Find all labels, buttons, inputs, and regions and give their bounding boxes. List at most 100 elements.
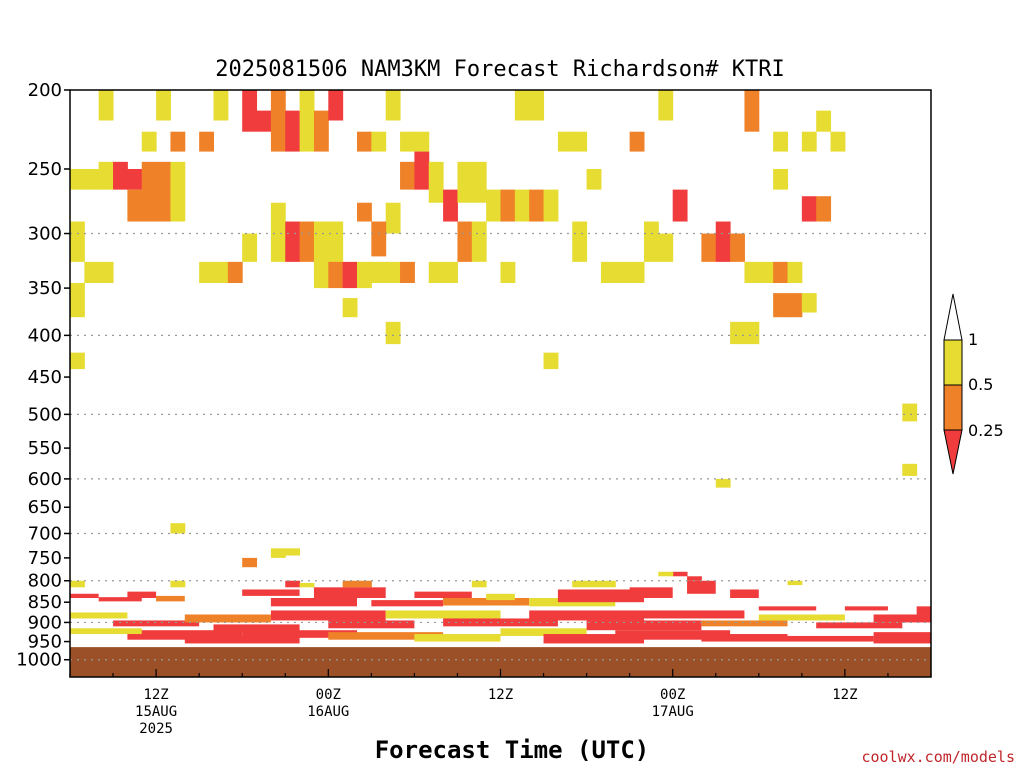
- ri-cell: [227, 261, 243, 284]
- ri-band: [701, 634, 788, 642]
- ri-band: [730, 589, 759, 599]
- ri-cell: [471, 221, 487, 262]
- ri-band: [529, 610, 644, 621]
- ri-cell: [715, 478, 731, 488]
- ri-band: [98, 597, 142, 602]
- x-tick-label: 12Z: [488, 687, 513, 703]
- y-tick-label: 1000: [16, 650, 62, 671]
- ri-band: [270, 598, 357, 607]
- ri-cell: [127, 189, 143, 222]
- ri-band: [500, 628, 587, 636]
- ri-cell: [285, 110, 301, 152]
- ri-band: [873, 632, 931, 644]
- ri-band: [127, 591, 157, 599]
- ri-cell: [156, 161, 171, 222]
- ri-cell: [500, 189, 516, 222]
- ri-cell: [98, 261, 114, 284]
- ri-cell: [127, 168, 143, 190]
- ri-band: [486, 593, 515, 601]
- ri-band: [70, 612, 128, 619]
- ri-cell: [773, 168, 788, 190]
- y-tick-label: 400: [28, 325, 62, 346]
- ri-cell: [170, 131, 186, 152]
- ri-cell: [270, 548, 286, 558]
- ri-cell: [170, 523, 186, 534]
- ri-band: [629, 587, 673, 599]
- ri-cell: [98, 90, 114, 121]
- y-tick-label: 450: [28, 367, 62, 388]
- ri-cell: [672, 571, 688, 577]
- ri-cell: [902, 463, 918, 476]
- ri-cell: [170, 580, 186, 588]
- ri-cell: [199, 131, 214, 152]
- colorbar: 1 0.5 0.25: [943, 293, 1004, 475]
- y-tick-label: 800: [28, 571, 62, 592]
- ri-cell: [572, 221, 588, 262]
- ri-cell: [500, 261, 516, 284]
- ri-cell: [242, 557, 258, 568]
- ri-cell: [342, 298, 358, 318]
- y-tick-label: 700: [28, 523, 62, 544]
- y-tick-label: 850: [28, 592, 62, 613]
- ri-band: [414, 591, 472, 599]
- ri-cell: [414, 131, 430, 152]
- ri-cell: [758, 261, 774, 284]
- ri-cell: [543, 189, 559, 222]
- ri-cell: [371, 131, 387, 152]
- ri-cell: [70, 221, 85, 262]
- ri-cell: [285, 548, 301, 556]
- plot-frame: [69, 89, 932, 678]
- ri-cell: [586, 168, 602, 190]
- ri-band: [184, 614, 271, 623]
- ri-cell: [672, 189, 688, 222]
- ri-cell: [586, 580, 602, 588]
- ri-cell: [141, 131, 157, 152]
- ri-cell: [543, 352, 559, 370]
- x-tick-label: 17AUG: [652, 704, 694, 720]
- ri-cell: [816, 110, 832, 132]
- y-tick-label: 650: [28, 497, 62, 518]
- colorbar-top-arrow: [943, 293, 963, 341]
- ri-band: [443, 618, 558, 627]
- ri-band: [313, 587, 386, 599]
- ri-band: [787, 635, 874, 642]
- ri-cell: [744, 261, 760, 284]
- ri-cell: [644, 221, 659, 262]
- ri-cell: [730, 233, 745, 262]
- ri-cell: [385, 202, 401, 234]
- ri-band: [184, 635, 300, 644]
- colorbar-swatch-yellow: [943, 339, 963, 386]
- ri-cell: [256, 110, 272, 132]
- y-axis: 200 250 300 350 400 450 500 550 600 650 700 7508008…: [16, 80, 70, 671]
- ri-cell: [170, 161, 186, 222]
- ri-cell: [371, 261, 387, 284]
- ri-cell: [457, 161, 473, 203]
- ri-cell: [84, 168, 100, 190]
- colorbar-tick-label: 0.25: [968, 421, 1004, 440]
- x-tick-label: 12Z: [832, 687, 857, 703]
- ri-cell: [457, 221, 473, 262]
- ri-cell: [213, 90, 229, 121]
- data-cells: [70, 90, 931, 644]
- ri-cell: [357, 261, 372, 289]
- ri-band: [328, 632, 444, 640]
- ri-band: [213, 624, 300, 633]
- ri-cell: [514, 189, 530, 222]
- ri-cell: [199, 261, 214, 284]
- ri-cell: [342, 261, 358, 289]
- ri-cell: [801, 131, 817, 152]
- chart-title: 2025081506 NAM3KM Forecast Richardson# K…: [215, 57, 785, 82]
- ri-cell: [658, 90, 674, 121]
- y-tick-label: 300: [28, 224, 62, 245]
- ri-band: [328, 620, 415, 629]
- ri-band: [758, 606, 817, 611]
- ri-cell: [514, 90, 530, 121]
- ri-cell: [357, 202, 372, 222]
- ri-cell: [572, 580, 588, 588]
- ri-cell: [787, 580, 803, 586]
- ri-cell: [70, 283, 85, 318]
- ri-cell: [242, 90, 258, 132]
- ri-band: [644, 610, 745, 619]
- ri-cell: [113, 161, 128, 190]
